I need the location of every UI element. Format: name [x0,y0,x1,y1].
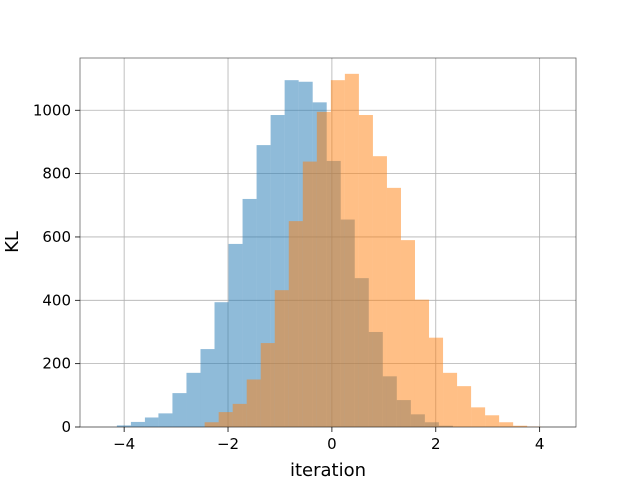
y-tick-label: 400 [42,291,71,309]
histogram-bar-series-2 [246,379,261,427]
histogram-bar-series-2 [386,187,401,427]
x-tick-label: 4 [535,435,545,453]
histogram-bar-series-1 [116,425,131,427]
histogram-bar-series-1 [158,413,173,427]
histogram-bar-series-1 [242,198,257,427]
histogram-bar-series-2 [429,337,444,427]
histogram-bar-series-1 [214,302,229,427]
histogram-bar-series-2 [499,422,514,427]
histogram-bar-series-2 [330,80,345,427]
histogram-bar-series-2 [457,386,472,427]
histogram-bar-series-2 [513,425,528,427]
histogram-bar-series-1 [228,243,243,427]
histogram-bar-series-1 [186,372,201,427]
histogram-bar-series-2 [400,240,415,427]
y-tick-label: 800 [42,165,71,183]
y-tick-label: 200 [42,355,71,373]
x-axis-label: iteration [290,460,366,480]
histogram-bar-series-2 [316,111,331,428]
y-axis-label: KL [2,231,23,253]
x-tick-label: 2 [431,435,441,453]
histogram-bar-series-2 [302,161,317,427]
histogram-bar-series-2 [471,407,486,427]
histogram-bar-series-2 [204,422,219,427]
histogram-bar-series-2 [344,73,359,427]
y-tick-label: 0 [61,418,71,436]
plot-frame [79,57,577,428]
axis-ticks: −4 −2 0 2 4 0 200 400 600 800 1000 [33,101,545,453]
x-tick-label: −4 [113,435,135,453]
histogram-bar-series-2 [218,412,233,427]
histogram-bar-series-2 [414,299,430,427]
y-tick-label: 1000 [33,101,71,119]
y-tick-label: 600 [42,228,71,246]
histogram-bar-series-1 [130,421,145,427]
histogram-bar-series-1 [200,349,215,427]
histogram-bar-series-2 [274,290,289,427]
x-tick-label: −2 [217,435,239,453]
histogram-bar-series-2 [232,403,247,427]
histogram-bar-series-2 [260,343,275,427]
histogram-bars [116,73,542,428]
histogram-bar-series-2 [485,415,500,427]
histogram-bar-series-1 [172,393,187,427]
histogram-bar-series-2 [358,115,373,427]
histogram-bar-series-1 [144,417,159,427]
histogram-bar-series-2 [443,372,458,427]
x-tick-label: 0 [327,435,337,453]
histogram-bar-series-2 [372,156,387,427]
histogram-bar-series-2 [288,221,303,427]
